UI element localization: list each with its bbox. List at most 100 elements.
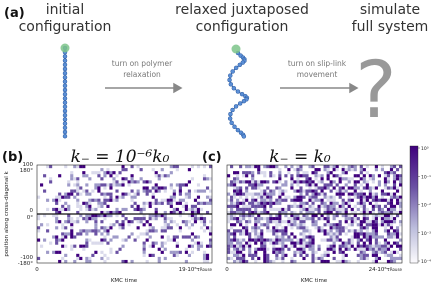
heat-cell [52,250,56,254]
heat-cell [97,171,101,175]
heat-cell [139,220,143,224]
heat-cell [362,168,366,172]
heat-cell [242,247,246,251]
heat-cell [257,235,261,239]
heat-cell [266,180,270,184]
heat-cell [398,244,403,248]
heat-cell [58,238,62,242]
heat-cell [227,198,231,202]
heat-cell [251,198,255,202]
panel-label: (a) [4,6,25,21]
heat-cell [341,256,345,261]
heat-cell [350,229,354,233]
heat-cell [169,198,173,202]
heat-cell [251,174,255,178]
heat-cell [208,198,213,202]
heat-cell [305,210,309,215]
heat-cell [332,241,336,245]
heat-cell [112,183,116,187]
heat-cell [263,217,267,221]
heat-cell [202,253,207,257]
heat-cell [302,256,306,261]
heat-cell [227,204,231,208]
heat-cell [317,247,321,251]
heat-cell [398,201,403,205]
heat-cell [242,232,246,236]
heat-cell [239,214,243,218]
heat-cell [314,192,318,196]
heat-cell [58,220,62,224]
heat-cell [392,174,397,178]
heat-cell [205,195,210,199]
heat-cell [236,244,240,248]
heat-cell [359,171,363,175]
heat-cell [184,247,188,251]
heat-cell [344,232,348,236]
heat-cell [157,256,161,261]
heat-cell [142,247,146,251]
heat-cell [58,174,62,178]
heat-cell [296,195,300,199]
heat-cell [251,214,255,218]
heat-cell [329,229,333,233]
heat-cell [130,204,134,208]
heat-cell [365,210,369,215]
heat-cell [284,165,288,169]
heat-cell [58,250,62,254]
heat-cell [230,226,234,230]
heat-cell [356,244,360,248]
heat-cell [239,189,243,193]
heat-cell [254,241,258,245]
heat-cell [151,241,155,245]
heat-cell [233,244,237,248]
heat-cell [236,198,240,202]
x-tick-unit-sub: Rouse [200,267,213,272]
heat-cell [236,250,240,254]
heat-cell [275,180,279,184]
heat-cell [365,229,369,233]
heat-cell [157,259,161,264]
heat-cell [187,226,191,230]
heat-cell [278,177,282,181]
heat-cell [139,177,143,181]
heat-cell [227,232,231,236]
heat-cell [263,259,267,264]
heat-cell [278,186,282,190]
heat-cell [338,259,342,264]
heat-cell [230,241,234,245]
heat-cell [245,259,249,264]
heat-cell [368,220,372,224]
heat-cell [178,201,182,205]
heat-cell [103,201,107,205]
heat-cell [347,168,351,172]
heat-cell [163,186,167,190]
heat-cell [115,174,119,178]
heat-cell [329,198,333,202]
heat-cell [293,214,297,218]
heat-cell [374,192,378,196]
heat-cell [175,235,179,239]
heat-cell [362,192,366,196]
heat-cell [341,229,345,233]
heat-cell [392,207,397,212]
heat-cell [266,195,270,199]
heat-cell [272,226,276,230]
heat-cell [103,174,107,178]
heat-cell [347,229,351,233]
heat-cell [187,244,191,248]
arrows [105,82,359,94]
heat-cell [317,204,321,208]
heat-cell [257,247,261,251]
heat-cell [299,189,303,193]
heat-cell [308,244,312,248]
heat-cell [79,207,83,212]
heat-cell [178,192,182,196]
heat-cell [386,177,391,181]
heat-cell [100,256,104,261]
heat-cell [290,256,294,261]
heat-cell [299,247,303,251]
heat-cell [386,241,391,245]
heat-cell [275,253,279,257]
heat-cell [88,192,92,196]
heat-cell [335,235,339,239]
